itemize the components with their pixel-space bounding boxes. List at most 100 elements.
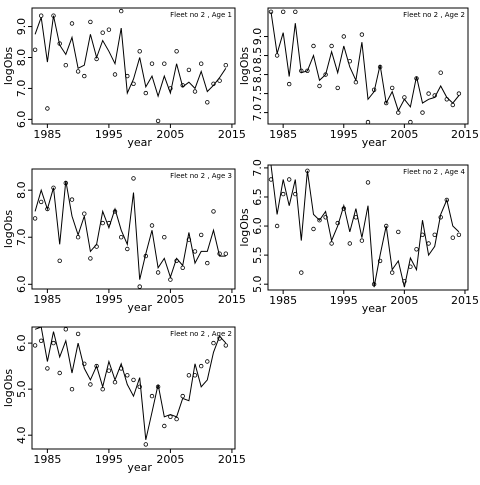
observation-point xyxy=(88,19,93,25)
observation-point xyxy=(438,70,443,75)
y-axis-label: logObs xyxy=(2,369,15,407)
observation-point xyxy=(223,343,228,348)
panel-title: Fleet no 2 , Age 1 xyxy=(170,11,232,19)
y-tick-label: 7.0 xyxy=(251,104,264,122)
observation-point xyxy=(118,234,124,240)
x-tick-label: 2005 xyxy=(156,293,184,306)
observation-point xyxy=(155,118,161,124)
x-tick-label: 2005 xyxy=(390,128,418,141)
observation-point xyxy=(211,209,216,214)
observation-point xyxy=(192,89,198,94)
observation-point xyxy=(198,61,204,66)
observation-point xyxy=(396,229,401,235)
observation-point xyxy=(174,416,179,422)
y-tick-label: 7.0 xyxy=(15,80,28,98)
observation-point xyxy=(149,223,155,228)
observation-point xyxy=(186,67,192,73)
observation-point xyxy=(205,260,210,266)
observation-point xyxy=(180,393,185,399)
observation-point xyxy=(39,13,44,18)
x-tick-label: 2015 xyxy=(451,294,479,307)
y-tick-label: 7.0 xyxy=(15,228,28,246)
panel-4: Fleet no 2 , Age 4 1985 1995 2005 2015 year 5.… xyxy=(238,159,479,315)
observation-point xyxy=(335,85,340,91)
observation-point xyxy=(198,232,204,238)
observation-point xyxy=(69,387,75,392)
observation-point xyxy=(414,247,419,252)
x-tick-label: 1985 xyxy=(33,453,61,466)
observation-point xyxy=(149,393,155,399)
x-tick-label: 2015 xyxy=(218,293,246,306)
observation-point xyxy=(143,90,148,96)
observation-point xyxy=(88,256,93,261)
observation-point xyxy=(125,373,130,378)
x-tick-label: 2005 xyxy=(390,294,418,307)
y-tick-label: 7.5 xyxy=(251,85,264,103)
x-axis-label: year xyxy=(362,136,387,149)
panel-3: Fleet no 2 , Age 3 1985 1995 2005 2015 year 6.… xyxy=(2,168,246,314)
y-tick-label: 5.5 xyxy=(251,246,264,264)
observation-point xyxy=(39,338,44,343)
observation-point xyxy=(274,223,280,229)
y-tick-label: 8.0 xyxy=(15,49,28,67)
observation-point xyxy=(281,9,286,14)
observation-point xyxy=(274,53,280,58)
y-axis-label: logObs xyxy=(2,210,15,248)
plot-frame xyxy=(31,326,236,450)
observation-point xyxy=(162,423,167,429)
x-axis-label: year xyxy=(362,302,387,315)
observation-point xyxy=(75,69,81,74)
observation-point xyxy=(293,9,298,14)
x-axis-label: year xyxy=(127,461,152,474)
observation-point xyxy=(432,232,437,237)
observation-point xyxy=(131,176,136,181)
observation-point xyxy=(75,331,81,337)
y-tick-label: 9.0 xyxy=(15,18,28,35)
observation-point xyxy=(137,49,142,54)
observation-point xyxy=(341,34,346,39)
x-tick-label: 1995 xyxy=(330,128,358,141)
panel-1: Fleet no 2 , Age 1 1985 1995 2005 2015 year 6.… xyxy=(2,7,246,149)
observation-point xyxy=(450,235,455,240)
fitted-line xyxy=(34,15,227,98)
y-tick-label: 8.0 xyxy=(251,66,264,84)
x-tick-label: 1995 xyxy=(95,453,123,466)
x-tick-label: 2005 xyxy=(156,453,184,466)
y-tick-label: 6.0 xyxy=(15,111,28,129)
y-tick-label: 6.5 xyxy=(251,188,264,206)
observation-point xyxy=(359,238,365,243)
fitted-line xyxy=(34,326,227,440)
observation-point xyxy=(205,100,210,105)
observation-point xyxy=(329,241,334,246)
observation-point xyxy=(311,226,316,232)
observation-point xyxy=(57,258,62,263)
plot-frame xyxy=(31,7,236,125)
observation-point xyxy=(149,61,155,66)
observation-point xyxy=(69,21,75,26)
y-tick-label: 9.0 xyxy=(251,28,264,46)
observation-point xyxy=(118,8,124,14)
y-axis-label: logObs xyxy=(2,47,15,85)
y-axis-label: logObs xyxy=(238,47,251,85)
observation-point xyxy=(287,81,292,87)
observation-point xyxy=(106,27,112,32)
observation-point xyxy=(45,366,50,371)
observation-point xyxy=(69,197,75,202)
x-tick-label: 1995 xyxy=(330,294,358,307)
plot-frame xyxy=(267,164,469,291)
observation-point xyxy=(45,106,50,111)
observation-point xyxy=(365,119,371,125)
x-tick-label: 2015 xyxy=(218,453,246,466)
panel-title: Fleet no 2 , Age 4 xyxy=(403,168,465,176)
observation-point xyxy=(281,191,286,197)
observation-point xyxy=(88,382,93,387)
observation-point xyxy=(155,270,161,275)
observation-point xyxy=(223,62,228,68)
y-tick-label: 6.0 xyxy=(15,334,28,352)
x-tick-label: 2015 xyxy=(451,128,479,141)
y-tick-label: 8.5 xyxy=(251,47,264,65)
y-tick-label: 4.0 xyxy=(15,426,28,444)
plot-frame xyxy=(31,168,236,290)
observation-point xyxy=(63,327,68,332)
x-tick-label: 1995 xyxy=(95,128,123,141)
